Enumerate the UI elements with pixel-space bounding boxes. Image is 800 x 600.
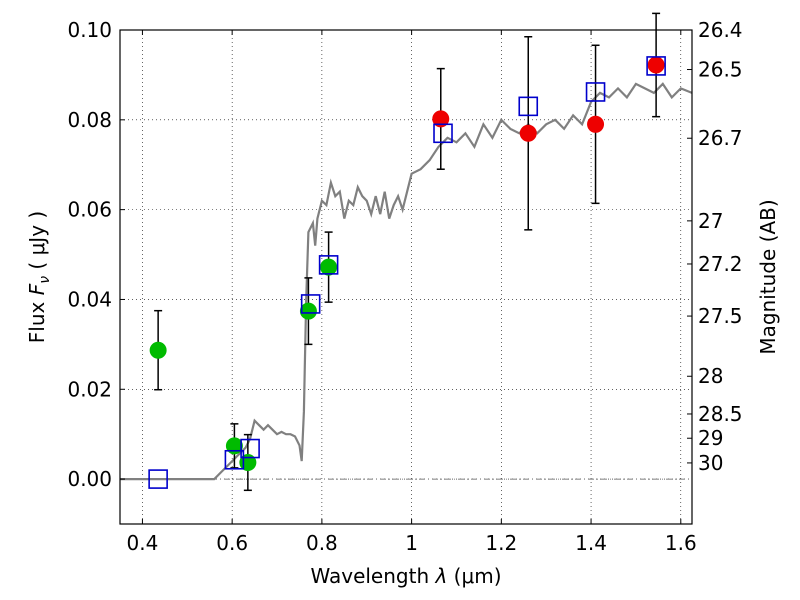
y-axis-label: Flux Fν ( μJy ) (25, 211, 53, 343)
y-tick-label: 0.06 (67, 198, 112, 222)
y2-tick-label: 26.4 (698, 18, 743, 42)
observed-point-marker (149, 341, 167, 359)
model-squares (148, 56, 666, 489)
x-axis-label: Wavelength λ (μm) (310, 564, 501, 588)
axis-ticks: 0.4 0.6 0.8 1 1.2 1.4 1.6 0.00 0.02 0.04 0.06 0.08 0… (67, 18, 742, 555)
model-square-marker (148, 469, 168, 489)
observed-point-marker (519, 124, 537, 142)
observed-point-marker (587, 115, 605, 133)
model-spectrum-line (120, 82, 693, 481)
grid-lines (120, 30, 692, 524)
x-axis-label-symbol: λ (434, 564, 447, 588)
y2-tick-label: 28.5 (698, 402, 743, 426)
y2-tick-label: 27 (698, 209, 723, 233)
x-tick-label: 0.6 (216, 531, 248, 555)
observed-point-marker (432, 110, 450, 128)
y-axis-label-prefix: Flux (25, 295, 49, 343)
error-bars (154, 12, 661, 492)
observed-point-marker (647, 56, 665, 74)
y-tick-label: 0.10 (67, 18, 112, 42)
observed-point-marker (320, 258, 338, 276)
y2-tick-label: 26.5 (698, 58, 743, 82)
model-square-marker (300, 294, 321, 314)
model-square-marker (585, 82, 606, 102)
y-tick-label: 0.02 (67, 377, 112, 401)
y-tick-label: 0.00 (67, 467, 112, 491)
model-square-marker (518, 96, 539, 117)
y2-tick-label: 30 (698, 451, 723, 475)
model-square-marker (240, 438, 260, 459)
observed-point-marker (225, 437, 243, 455)
y-axis-label-subscript: ν (37, 276, 53, 284)
y-tick-label: 0.04 (67, 287, 112, 311)
x-tick-label: 0.4 (127, 531, 159, 555)
x-tick-label: 0.8 (306, 531, 338, 555)
x-tick-label: 1.4 (575, 531, 607, 555)
model-square-marker (224, 449, 245, 470)
x-tick-label: 1 (405, 531, 418, 555)
x-axis-label-prefix: Wavelength (310, 564, 435, 588)
right-axis-label: Magnitude (AB) (756, 199, 780, 354)
model-square-marker (318, 255, 339, 275)
y2-tick-label: 27.5 (698, 304, 743, 328)
model-square-marker (646, 56, 666, 76)
x-axis-label-unit: (μm) (447, 564, 501, 588)
y-tick-label: 0.08 (67, 108, 112, 132)
y-axis-label-unit: ( μJy ) (25, 211, 49, 276)
y-axis-label-symbol: F (25, 283, 49, 295)
observed-points (149, 56, 665, 471)
y2-tick-label: 26.7 (698, 126, 743, 150)
x-tick-label: 1.2 (485, 531, 517, 555)
plot-frame (119, 29, 693, 525)
y2-tick-label: 29 (698, 426, 723, 450)
y2-tick-label: 28 (698, 364, 723, 388)
y2-tick-label: 27.2 (698, 252, 743, 276)
x-tick-label: 1.6 (665, 531, 697, 555)
model-square-marker (433, 123, 453, 144)
observed-point-marker (299, 302, 317, 320)
